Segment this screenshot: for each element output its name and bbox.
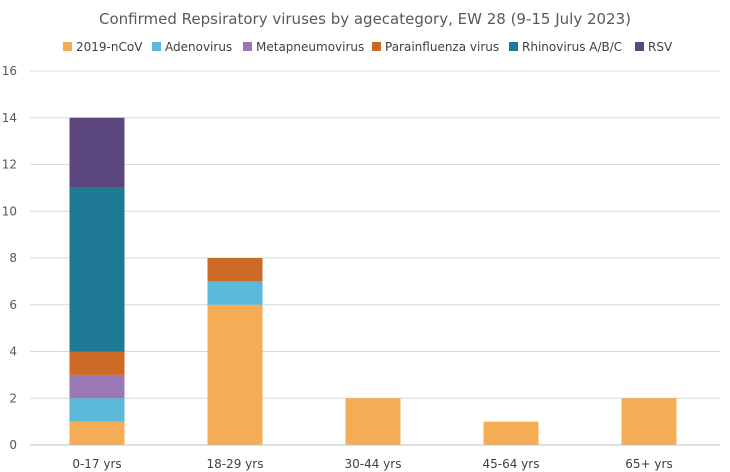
x-tick-label: 0-17 yrs <box>72 457 121 471</box>
y-tick-label: 2 <box>9 391 17 405</box>
bar-segment <box>207 258 263 282</box>
bar-segment <box>69 351 125 375</box>
legend-swatch <box>63 42 72 51</box>
chart-title: Confirmed Repsiratory viruses by agecate… <box>99 10 631 28</box>
x-tick-label: 30-44 yrs <box>345 457 402 471</box>
x-tick-label: 18-29 yrs <box>207 457 264 471</box>
y-tick-label: 0 <box>9 438 17 452</box>
bars <box>69 117 677 445</box>
legend-swatch <box>509 42 518 51</box>
legend-label: Parainfluenza virus <box>385 40 499 54</box>
legend-item: Rhinovirus A/B/C <box>509 40 622 54</box>
y-tick-label: 12 <box>2 158 17 172</box>
y-tick-label: 16 <box>2 64 17 78</box>
y-tick-label: 10 <box>2 204 17 218</box>
legend-item: 2019-nCoV <box>63 40 143 54</box>
y-tick-label: 8 <box>9 251 17 265</box>
bar-segment <box>69 398 125 422</box>
bar-segment <box>69 187 125 352</box>
gridlines <box>30 70 720 399</box>
bar-segment <box>207 304 263 445</box>
legend-swatch <box>372 42 381 51</box>
legend-item: Adenovirus <box>152 40 232 54</box>
y-tick-label: 14 <box>2 111 17 125</box>
bar-segment <box>345 398 401 445</box>
legend-item: Metapneumovirus <box>243 40 364 54</box>
legend-label: Metapneumovirus <box>256 40 364 54</box>
x-axis-labels: 0-17 yrs 18-29 yrs 30-44 yrs 45-64 yrs 65+ y… <box>72 457 672 471</box>
legend-item: Parainfluenza virus <box>372 40 499 54</box>
y-tick-label: 6 <box>9 298 17 312</box>
legend-swatch <box>635 42 644 51</box>
legend-item: RSV <box>635 40 673 54</box>
legend-swatch <box>152 42 161 51</box>
bar-segment <box>69 117 125 188</box>
x-tick-label: 45-64 yrs <box>483 457 540 471</box>
bar-segment <box>69 374 125 399</box>
legend-label: RSV <box>648 40 673 54</box>
bar-segment <box>483 421 539 445</box>
x-tick-label: 65+ yrs <box>625 457 672 471</box>
bar-segment <box>621 398 677 445</box>
legend-label: Adenovirus <box>165 40 232 54</box>
y-tick-label: 4 <box>9 345 17 359</box>
bar-segment <box>69 421 125 445</box>
y-axis-ticks: 0 2 4 6 8 10 12 14 16 <box>2 64 17 452</box>
bar-segment <box>207 281 263 305</box>
legend-label: Rhinovirus A/B/C <box>522 40 622 54</box>
legend: 2019-nCoV Adenovirus Metapneumovirus Parain… <box>63 40 673 54</box>
legend-label: 2019-nCoV <box>76 40 143 54</box>
legend-swatch <box>243 42 252 51</box>
